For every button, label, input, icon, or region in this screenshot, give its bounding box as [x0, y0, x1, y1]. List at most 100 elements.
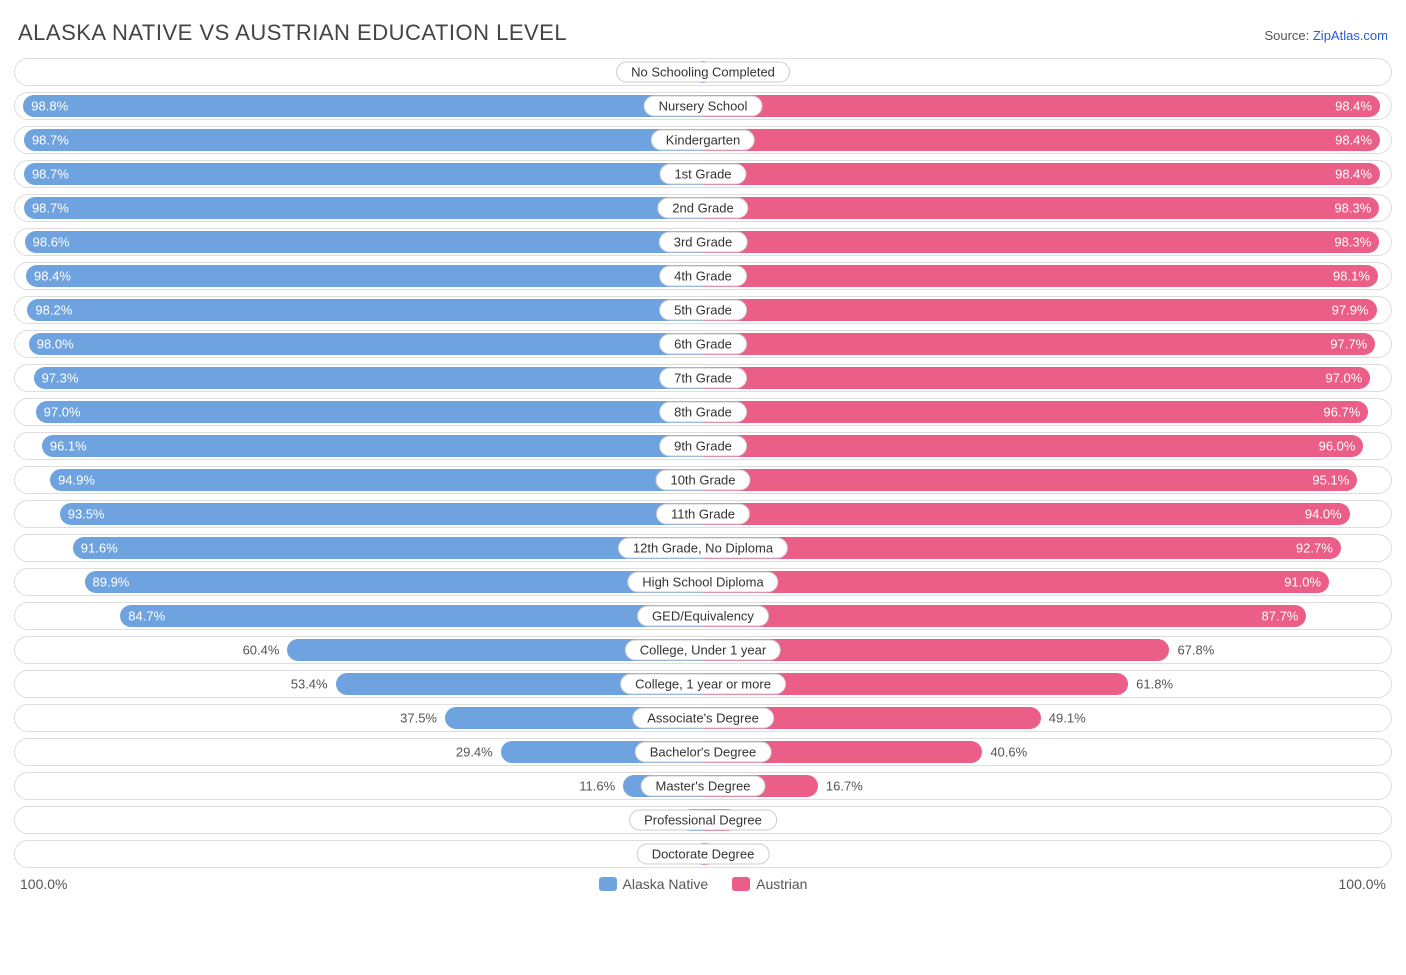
bar-value-left: 98.6%: [33, 235, 70, 250]
chart-footer: 100.0% Alaska Native Austrian 100.0%: [14, 876, 1392, 892]
bar-value-left: 97.3%: [42, 371, 79, 386]
legend-label-left: Alaska Native: [623, 876, 709, 892]
chart-row: 91.6%92.7%12th Grade, No Diploma: [14, 534, 1392, 562]
bar-value-right: 96.0%: [1319, 439, 1356, 454]
category-pill: No Schooling Completed: [616, 62, 790, 83]
category-pill: Master's Degree: [641, 776, 766, 797]
axis-max-right: 100.0%: [1339, 876, 1392, 892]
category-pill: College, 1 year or more: [620, 674, 786, 695]
chart-row: 98.7%98.4%Kindergarten: [14, 126, 1392, 154]
bar-value-right: 91.0%: [1284, 575, 1321, 590]
category-pill: 1st Grade: [659, 164, 746, 185]
bar-value-right: 92.7%: [1296, 541, 1333, 556]
chart-row: 98.7% 98.3% 2nd Grade: [14, 194, 1392, 222]
bar-value-left: 98.7%: [32, 201, 69, 216]
legend-swatch-left: [599, 877, 617, 891]
bar-value-right: 94.0%: [1305, 507, 1342, 522]
bar-value-right: 16.7%: [826, 779, 863, 794]
chart-row: 89.9% 91.0% High School Diploma: [14, 568, 1392, 596]
bar-value-left: 98.8%: [31, 99, 68, 114]
category-pill: 5th Grade: [659, 300, 747, 321]
category-pill: 9th Grade: [659, 436, 747, 457]
bar-value-left: 37.5%: [400, 711, 437, 726]
category-pill: 6th Grade: [659, 334, 747, 355]
axis-max-left: 100.0%: [14, 876, 67, 892]
chart-row: 29.4% 40.6% Bachelor's Degree: [14, 738, 1392, 766]
chart-row: 96.1% 96.0% 9th Grade: [14, 432, 1392, 460]
bar-value-right: 97.7%: [1330, 337, 1367, 352]
bar-value-right: 98.4%: [1335, 167, 1372, 182]
category-pill: High School Diploma: [627, 572, 778, 593]
category-pill: 7th Grade: [659, 368, 747, 389]
bar-value-right: 49.1%: [1049, 711, 1086, 726]
chart-row: 97.0% 96.7% 8th Grade: [14, 398, 1392, 426]
chart-row: 98.0% 97.7% 6th Grade: [14, 330, 1392, 358]
bar-value-left: 29.4%: [456, 745, 493, 760]
chart-row: 98.7% 98.4% 1st Grade: [14, 160, 1392, 188]
legend-swatch-right: [732, 877, 750, 891]
category-pill: 2nd Grade: [657, 198, 748, 219]
bar-value-left: 93.5%: [68, 507, 105, 522]
chart-row: 60.4% 67.8% College, Under 1 year: [14, 636, 1392, 664]
bar-value-left: 11.6%: [579, 779, 615, 794]
bar-value-right: 95.1%: [1312, 473, 1349, 488]
bar-value-left: 91.6%: [81, 541, 118, 556]
bar-value-left: 97.0%: [44, 405, 81, 420]
category-pill: 11th Grade: [656, 504, 750, 525]
bar-value-right: 61.8%: [1136, 677, 1173, 692]
bar-value-right: 98.3%: [1334, 201, 1371, 216]
bar-value-left: 53.4%: [291, 677, 328, 692]
category-pill: 3rd Grade: [659, 232, 748, 253]
bar-value-right: 97.0%: [1325, 371, 1362, 386]
chart-row: 11.6% 16.7% Master's Degree: [14, 772, 1392, 800]
source-link[interactable]: ZipAtlas.com: [1313, 28, 1388, 43]
chart-row: 94.9% 95.1% 10th Grade: [14, 466, 1392, 494]
bar-value-left: 96.1%: [50, 439, 87, 454]
bar-value-left: 60.4%: [243, 643, 280, 658]
source-prefix: Source:: [1264, 28, 1312, 43]
legend-item-left: Alaska Native: [599, 876, 709, 892]
bar-value-left: 98.0%: [37, 337, 74, 352]
bar-value-left: 84.7%: [128, 609, 165, 624]
bar-value-left: 89.9%: [93, 575, 130, 590]
chart-row: 93.5% 94.0% 11th Grade: [14, 500, 1392, 528]
chart-header: ALASKA NATIVE VS AUSTRIAN EDUCATION LEVE…: [14, 14, 1392, 58]
chart-row: 3.5%5.2%Professional Degree: [14, 806, 1392, 834]
chart-row: 37.5%49.1%Associate's Degree: [14, 704, 1392, 732]
chart-row: 98.4%98.1%4th Grade: [14, 262, 1392, 290]
bar-value-right: 98.3%: [1334, 235, 1371, 250]
category-pill: 10th Grade: [655, 470, 750, 491]
chart-row: 1.4%2.1%Doctorate Degree: [14, 840, 1392, 868]
category-pill: Doctorate Degree: [637, 844, 770, 865]
bar-value-right: 98.1%: [1333, 269, 1370, 284]
bar-value-left: 98.7%: [32, 167, 69, 182]
chart-title: ALASKA NATIVE VS AUSTRIAN EDUCATION LEVE…: [18, 20, 567, 46]
chart-rows: 1.5%1.6%No Schooling Completed98.8%98.4%…: [14, 58, 1392, 868]
category-pill: Bachelor's Degree: [635, 742, 772, 763]
category-pill: Professional Degree: [629, 810, 777, 831]
bar-value-left: 94.9%: [58, 473, 95, 488]
category-pill: College, Under 1 year: [625, 640, 781, 661]
bar-value-right: 97.9%: [1332, 303, 1369, 318]
chart-row: 84.7% 87.7% GED/Equivalency: [14, 602, 1392, 630]
category-pill: 4th Grade: [659, 266, 747, 287]
bar-value-right: 67.8%: [1177, 643, 1214, 658]
bar-value-left: 98.2%: [35, 303, 72, 318]
bar-value-right: 40.6%: [990, 745, 1027, 760]
category-pill: Kindergarten: [651, 130, 755, 151]
bar-value-right: 96.7%: [1323, 405, 1360, 420]
chart-row: 98.8%98.4%Nursery School: [14, 92, 1392, 120]
chart-row: 1.5%1.6%No Schooling Completed: [14, 58, 1392, 86]
chart-legend: Alaska Native Austrian: [67, 876, 1338, 892]
bar-value-right: 87.7%: [1262, 609, 1299, 624]
diverging-bar-chart: ALASKA NATIVE VS AUSTRIAN EDUCATION LEVE…: [14, 14, 1392, 892]
legend-label-right: Austrian: [756, 876, 807, 892]
chart-row: 53.4% 61.8% College, 1 year or more: [14, 670, 1392, 698]
category-pill: GED/Equivalency: [637, 606, 769, 627]
legend-item-right: Austrian: [732, 876, 807, 892]
chart-row: 98.6% 98.3% 3rd Grade: [14, 228, 1392, 256]
chart-row: 97.3% 97.0% 7th Grade: [14, 364, 1392, 392]
bar-value-right: 98.4%: [1335, 133, 1372, 148]
chart-source: Source: ZipAtlas.com: [1264, 28, 1388, 43]
category-pill: 8th Grade: [659, 402, 747, 423]
